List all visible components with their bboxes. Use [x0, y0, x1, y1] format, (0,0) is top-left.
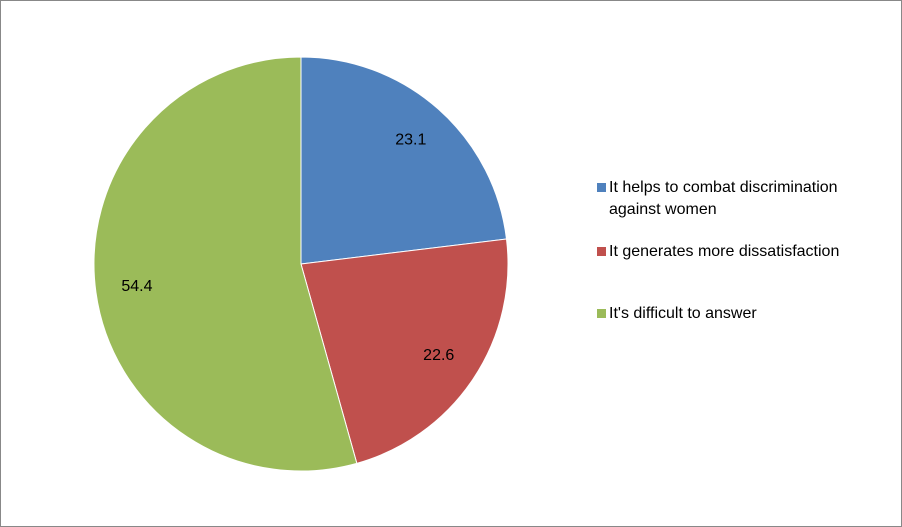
pie-slice [93, 56, 358, 472]
legend-label: It generates more dissatisfaction [609, 243, 840, 260]
pie-slice [300, 238, 509, 464]
pie-slice [300, 56, 508, 265]
legend-entry: It generates more dissatisfaction [597, 241, 849, 263]
legend-label: It's difficult to answer [609, 305, 757, 322]
data-label: 23.1 [395, 131, 426, 148]
legend-entry: It helps to combat discrimination agains… [597, 177, 849, 221]
data-label: 22.6 [423, 347, 454, 364]
legend-label: It helps to combat discrimination agains… [609, 179, 838, 218]
legend-swatch [597, 309, 606, 318]
legend-swatch [597, 247, 606, 256]
legend-entry: It's difficult to answer [597, 303, 849, 325]
data-label: 54.4 [121, 278, 152, 295]
legend-swatch [597, 183, 606, 192]
